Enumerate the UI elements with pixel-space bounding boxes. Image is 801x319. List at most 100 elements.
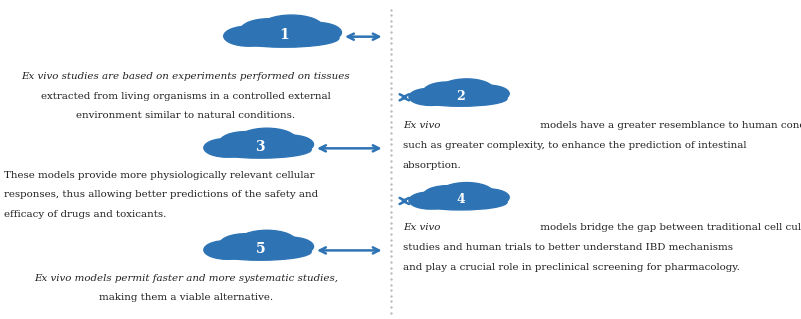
- Text: Ex vivo studies are based on experiments performed on tissues: Ex vivo studies are based on experiments…: [22, 72, 350, 81]
- Point: [384, 52, 397, 57]
- Point: [384, 7, 397, 12]
- Text: and play a crucial role in preclinical screening for pharmacology.: and play a crucial role in preclinical s…: [403, 263, 740, 272]
- Text: 5: 5: [256, 242, 265, 256]
- Point: [384, 108, 397, 113]
- Circle shape: [237, 230, 296, 254]
- Circle shape: [266, 237, 313, 256]
- Ellipse shape: [230, 29, 339, 47]
- Circle shape: [219, 234, 272, 255]
- Point: [384, 299, 397, 304]
- Point: [384, 175, 397, 181]
- Text: making them a viable alternative.: making them a viable alternative.: [99, 293, 273, 302]
- Point: [384, 226, 397, 231]
- Text: studies and human trials to better understand IBD mechanisms: studies and human trials to better under…: [403, 243, 733, 252]
- Point: [384, 265, 397, 270]
- Circle shape: [291, 22, 341, 42]
- Point: [384, 57, 397, 63]
- Circle shape: [260, 15, 323, 40]
- Text: efficacy of drugs and toxicants.: efficacy of drugs and toxicants.: [4, 210, 167, 219]
- Point: [384, 170, 397, 175]
- Point: [384, 204, 397, 209]
- Point: [384, 288, 397, 293]
- Point: [384, 153, 397, 158]
- Circle shape: [440, 182, 493, 204]
- Point: [384, 215, 397, 220]
- Point: [384, 220, 397, 226]
- Ellipse shape: [414, 91, 507, 106]
- Text: Ex vivo models permit faster and more systematic studies,: Ex vivo models permit faster and more sy…: [34, 274, 338, 283]
- Point: [384, 282, 397, 287]
- Point: [384, 41, 397, 46]
- Circle shape: [203, 138, 252, 157]
- Point: [384, 237, 397, 242]
- Point: [384, 85, 397, 91]
- Point: [384, 304, 397, 309]
- Text: 4: 4: [457, 193, 465, 206]
- Point: [384, 80, 397, 85]
- Point: [384, 310, 397, 315]
- Point: [384, 248, 397, 253]
- Circle shape: [440, 79, 493, 100]
- Circle shape: [409, 192, 452, 209]
- Circle shape: [266, 135, 313, 154]
- Text: models have a greater resemblance to human conditions,: models have a greater resemblance to hum…: [537, 121, 801, 130]
- Point: [384, 114, 397, 119]
- Text: 3: 3: [256, 140, 265, 154]
- Point: [384, 97, 397, 102]
- Circle shape: [237, 128, 296, 152]
- Point: [384, 74, 397, 79]
- Circle shape: [409, 88, 452, 106]
- Point: [384, 159, 397, 164]
- Circle shape: [466, 85, 509, 102]
- Text: models bridge the gap between traditional cell culture: models bridge the gap between traditiona…: [537, 223, 801, 232]
- Point: [384, 46, 397, 51]
- Text: absorption.: absorption.: [403, 161, 461, 170]
- Text: responses, thus allowing better predictions of the safety and: responses, thus allowing better predicti…: [4, 190, 318, 199]
- Point: [384, 91, 397, 96]
- Point: [384, 29, 397, 34]
- Point: [384, 232, 397, 237]
- Point: [384, 119, 397, 124]
- Point: [384, 181, 397, 186]
- Text: environment similar to natural conditions.: environment similar to natural condition…: [76, 111, 296, 120]
- Point: [384, 198, 397, 203]
- Point: [384, 293, 397, 298]
- Point: [384, 69, 397, 74]
- Point: [384, 187, 397, 192]
- Point: [384, 271, 397, 276]
- Point: [384, 254, 397, 259]
- Text: Ex vivo: Ex vivo: [403, 223, 441, 232]
- Circle shape: [223, 26, 275, 46]
- Point: [384, 63, 397, 68]
- Text: 2: 2: [457, 90, 465, 103]
- Text: extracted from living organisms in a controlled external: extracted from living organisms in a con…: [41, 92, 331, 100]
- Point: [384, 276, 397, 281]
- Circle shape: [203, 241, 252, 259]
- Point: [384, 192, 397, 197]
- Point: [384, 243, 397, 248]
- Point: [384, 35, 397, 40]
- Ellipse shape: [414, 194, 507, 210]
- Circle shape: [424, 82, 471, 101]
- Circle shape: [240, 19, 297, 41]
- Point: [384, 130, 397, 136]
- Point: [384, 13, 397, 18]
- Text: Ex vivo: Ex vivo: [403, 121, 441, 130]
- Point: [384, 125, 397, 130]
- Point: [384, 18, 397, 23]
- Text: These models provide more physiologically relevant cellular: These models provide more physiologicall…: [4, 171, 315, 180]
- Text: 1: 1: [280, 28, 289, 42]
- Ellipse shape: [209, 243, 312, 260]
- Point: [384, 147, 397, 152]
- Ellipse shape: [209, 141, 312, 158]
- Point: [384, 136, 397, 141]
- Point: [384, 24, 397, 29]
- Point: [384, 260, 397, 265]
- Point: [384, 142, 397, 147]
- Point: [384, 209, 397, 214]
- Point: [384, 164, 397, 169]
- Point: [384, 102, 397, 108]
- Circle shape: [466, 189, 509, 206]
- Text: such as greater complexity, to enhance the prediction of intestinal: such as greater complexity, to enhance t…: [403, 141, 747, 150]
- Circle shape: [424, 186, 471, 205]
